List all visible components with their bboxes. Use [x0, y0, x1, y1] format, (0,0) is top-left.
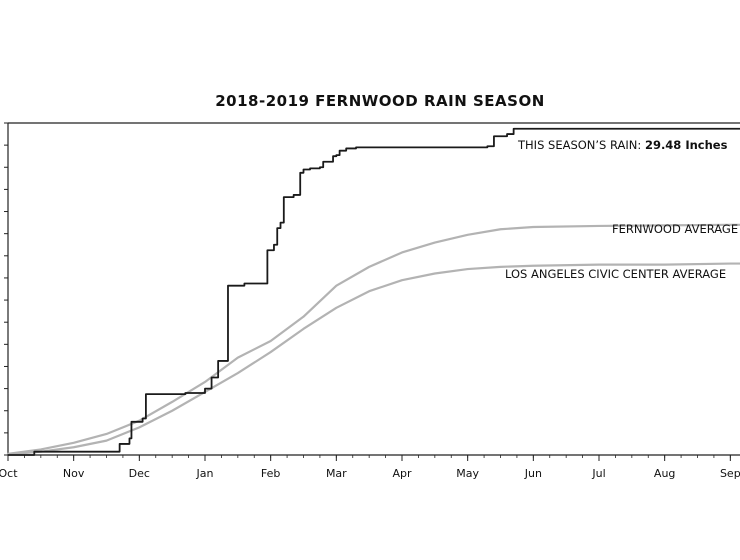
x-major-ticks	[7, 455, 731, 461]
series-this-season-line	[7, 127, 740, 456]
series-label-this-season: THIS SEASON’S RAIN: 29.48 Inches	[517, 138, 728, 152]
series-label-fernwood-average: FERNWOOD AVERAGE	[612, 222, 738, 236]
x-tick-label: Sep	[720, 467, 740, 480]
chart-title: 2018-2019 FERNWOOD RAIN SEASON	[215, 92, 545, 110]
x-tick-label: Feb	[261, 467, 280, 480]
x-tick-label: Nov	[63, 467, 85, 480]
series-fernwood-average-line	[6, 223, 740, 455]
series-label-value: 29.48 Inches	[645, 138, 728, 152]
x-tick-label: Dec	[129, 467, 150, 480]
x-tick-label: Aug	[654, 467, 675, 480]
x-tick-label: Jun	[524, 467, 542, 480]
x-tick-label: Jul	[591, 467, 605, 480]
x-tick-label: Oct	[0, 467, 18, 480]
series-label-la-civic-center-average: LOS ANGELES CIVIC CENTER AVERAGE	[505, 267, 726, 281]
x-tick-label: Apr	[392, 467, 412, 480]
series-labels: THIS SEASON’S RAIN: 29.48 Inches FERNWOO…	[505, 138, 738, 281]
x-tick-label: Jan	[196, 467, 214, 480]
series-label-prefix: THIS SEASON’S RAIN:	[517, 138, 645, 152]
x-tick-labels: Oct Nov Dec Jan Feb Mar Apr May Jun Jul Aug Sep	[0, 467, 740, 480]
x-tick-label: May	[456, 467, 479, 480]
series-layer	[6, 127, 740, 456]
series-la-civic-center-average-line	[6, 262, 740, 456]
y-ticks	[4, 122, 8, 456]
axes	[4, 122, 740, 461]
x-tick-label: Mar	[326, 467, 347, 480]
